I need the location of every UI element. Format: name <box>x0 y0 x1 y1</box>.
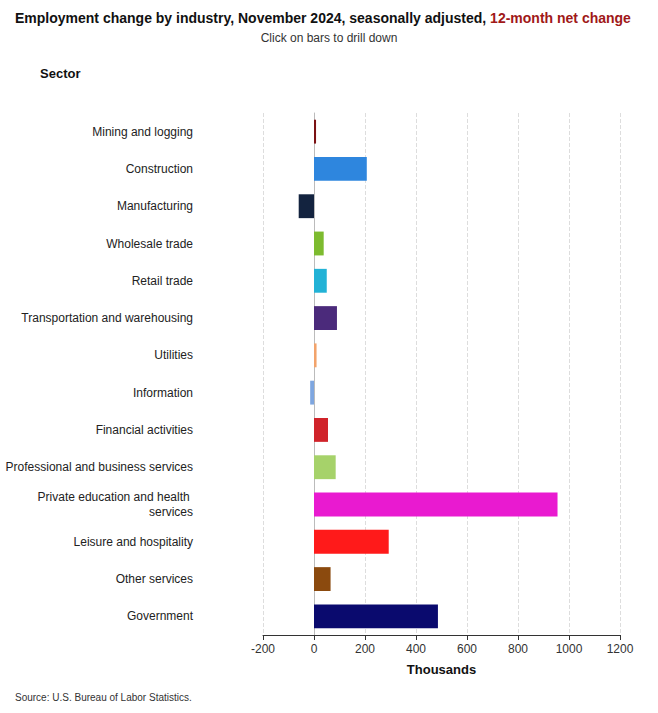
svg-text:services: services <box>149 505 193 519</box>
svg-text:600: 600 <box>457 642 477 656</box>
svg-text:1200: 1200 <box>607 642 634 656</box>
svg-text:Other services: Other services <box>116 572 193 586</box>
svg-text:Financial activities: Financial activities <box>96 423 193 437</box>
svg-text:Construction: Construction <box>126 162 193 176</box>
svg-text:Mining and logging: Mining and logging <box>92 125 193 139</box>
svg-text:Manufacturing: Manufacturing <box>117 199 193 213</box>
svg-text:Leisure and hospitality: Leisure and hospitality <box>74 535 193 549</box>
svg-text:Source: U.S. Bureau of Labor S: Source: U.S. Bureau of Labor Statistics. <box>15 692 192 703</box>
svg-text:Private education and health: Private education and health <box>38 490 193 504</box>
svg-text:Retail trade: Retail trade <box>132 274 194 288</box>
svg-text:Sector: Sector <box>40 66 80 81</box>
svg-text:Wholesale trade: Wholesale trade <box>106 237 193 251</box>
svg-text:Professional and business serv: Professional and business services <box>6 460 193 474</box>
svg-text:Thousands: Thousands <box>407 662 476 677</box>
svg-text:Utilities: Utilities <box>154 348 193 362</box>
svg-text:Click on bars to drill down: Click on bars to drill down <box>261 31 398 45</box>
svg-text:800: 800 <box>508 642 528 656</box>
svg-text:200: 200 <box>355 642 375 656</box>
svg-text:-200: -200 <box>251 642 275 656</box>
svg-text:Employment change by industry,: Employment change by industry, November … <box>15 10 490 26</box>
svg-text:Transportation and warehousing: Transportation and warehousing <box>21 311 193 325</box>
svg-text:12-month net change: 12-month net change <box>490 10 631 26</box>
svg-text:1000: 1000 <box>556 642 583 656</box>
svg-text:Government: Government <box>127 609 194 623</box>
svg-text:Information: Information <box>133 386 193 400</box>
svg-text:0: 0 <box>311 642 318 656</box>
svg-text:400: 400 <box>406 642 426 656</box>
